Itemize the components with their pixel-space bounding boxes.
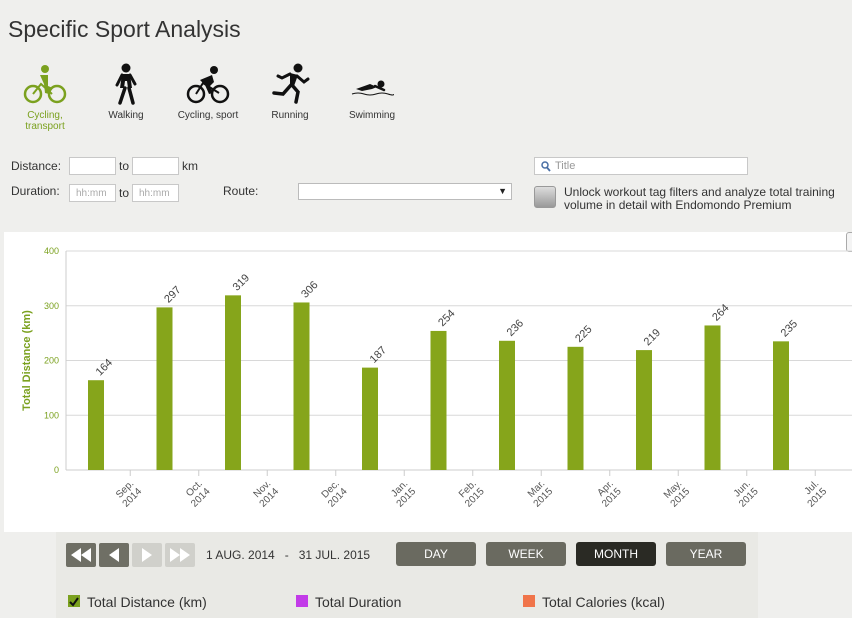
sport-label: Running — [271, 110, 309, 121]
sport-label: Cycling, transport — [25, 110, 65, 132]
right-arrow-icon — [142, 548, 152, 562]
dropdown-arrow-icon: ▼ — [498, 186, 507, 196]
distance-unit-label: km — [182, 159, 198, 173]
bar — [773, 341, 789, 470]
bar — [225, 295, 241, 470]
y-tick-label: 200 — [44, 356, 59, 366]
data-label: 225 — [573, 323, 594, 344]
data-label: 236 — [505, 317, 526, 338]
duration-max-input[interactable] — [132, 184, 179, 202]
bar — [293, 302, 310, 470]
route-label: Route: — [223, 184, 259, 198]
chart-controls: 1 AUG. 2014 - 31 JUL. 2015 DAY WEEK MONT… — [56, 532, 758, 618]
legend-label: Total Distance (km) — [87, 594, 207, 610]
sport-selector: Cycling, transport Walking Cycling, sport… — [10, 62, 430, 138]
cycling-icon — [23, 65, 67, 104]
title-search — [534, 157, 748, 175]
y-tick-label: 100 — [44, 410, 59, 420]
page-title: Specific Sport Analysis — [8, 16, 241, 42]
x-tick-label: Apr.2015 — [592, 478, 624, 510]
sport-label: Cycling, sport — [177, 110, 239, 121]
double-left-arrow-icon — [71, 548, 91, 562]
data-label: 306 — [299, 279, 320, 300]
data-label: 297 — [162, 284, 183, 305]
period-year-button[interactable]: YEAR — [666, 542, 746, 566]
x-tick-label: Jan.2015 — [387, 478, 419, 510]
bar — [636, 350, 652, 470]
legend-label: Total Calories (kcal) — [542, 594, 665, 610]
search-icon — [541, 161, 551, 172]
x-tick-label: Oct.2014 — [181, 478, 213, 510]
previous-period-button[interactable] — [99, 543, 129, 567]
checkbox-icon — [523, 595, 535, 607]
distance-label: Distance: — [11, 159, 62, 173]
running-icon — [272, 63, 310, 104]
sport-label: Walking — [108, 110, 144, 121]
period-day-button[interactable]: DAY — [396, 542, 476, 566]
cycling-sport-icon — [186, 66, 230, 104]
title-search-input[interactable] — [555, 159, 743, 173]
date-range: 1 AUG. 2014 - 31 JUL. 2015 — [206, 548, 371, 562]
data-label: 254 — [436, 308, 457, 329]
period-week-button[interactable]: WEEK — [486, 542, 566, 566]
bar — [704, 325, 721, 470]
walking-icon — [115, 63, 137, 105]
premium-lock-icon[interactable] — [534, 186, 556, 208]
data-label: 187 — [368, 344, 389, 365]
premium-unlock-text: Unlock workout tag filters and analyze t… — [564, 185, 835, 212]
distance-min-input[interactable] — [69, 157, 116, 175]
sport-label: Swimming — [348, 110, 396, 121]
bar — [362, 367, 378, 470]
sport-cycling-transport[interactable]: Cycling, transport — [9, 62, 81, 132]
next-period-button[interactable] — [132, 543, 162, 567]
bar — [499, 340, 515, 470]
sport-swimming[interactable]: Swimming — [336, 62, 408, 121]
y-tick-label: 0 — [54, 465, 59, 475]
x-tick-label: Jun.2015 — [729, 478, 761, 510]
chart-panel: 0 100 200 300 400 Total Distance (km) 164 Sep.2… — [4, 232, 852, 532]
x-tick-label: Feb.2015 — [455, 478, 487, 510]
y-tick-label: 400 — [44, 246, 59, 256]
left-arrow-icon — [109, 548, 119, 562]
bar — [567, 346, 584, 470]
legend-label: Total Duration — [315, 594, 402, 610]
x-tick-label: Sep.2014 — [113, 478, 145, 510]
checkbox-icon — [296, 595, 308, 607]
sport-cycling-sport[interactable]: Cycling, sport — [172, 62, 244, 121]
distance-to-label: to — [119, 159, 130, 173]
y-axis-title: Total Distance (km) — [21, 310, 33, 411]
y-tick-label: 300 — [44, 301, 59, 311]
data-label: 235 — [779, 318, 800, 339]
bar — [156, 307, 173, 470]
data-label: 219 — [642, 327, 663, 348]
x-tick-label: Mar.2015 — [524, 478, 556, 510]
x-tick-label: May.2015 — [661, 478, 693, 510]
bar — [430, 330, 447, 470]
checkbox-checked-icon — [68, 595, 80, 607]
distance-max-input[interactable] — [132, 157, 179, 175]
data-label: 319 — [231, 272, 252, 293]
x-tick-label: Nov.2014 — [250, 478, 282, 510]
sport-walking[interactable]: Walking — [90, 62, 162, 121]
sport-running[interactable]: Running — [254, 62, 326, 121]
x-tick-label: Jul.2015 — [798, 478, 830, 510]
route-select[interactable]: ▼ — [298, 183, 512, 200]
duration-label: Duration: — [11, 184, 60, 198]
bar — [88, 380, 104, 470]
duration-min-input[interactable] — [69, 184, 116, 202]
period-month-button[interactable]: MONTH — [576, 542, 656, 566]
x-tick-label: Dec.2014 — [318, 478, 350, 510]
duration-to-label: to — [119, 186, 130, 200]
swimming-icon — [351, 80, 394, 96]
double-right-arrow-icon — [170, 548, 190, 562]
last-period-button[interactable] — [165, 543, 195, 567]
first-period-button[interactable] — [66, 543, 96, 567]
